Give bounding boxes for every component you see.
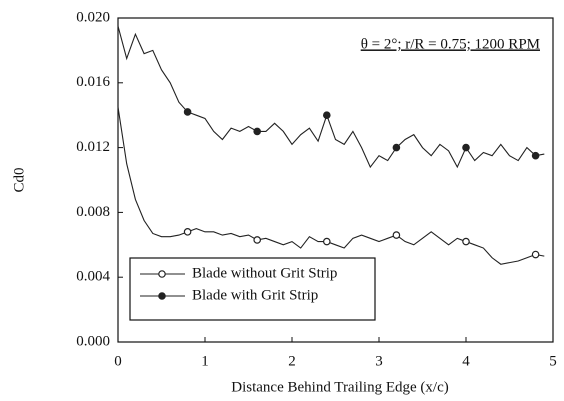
point-marker	[392, 143, 401, 152]
x-tick-label: 4	[462, 353, 470, 369]
point-marker	[322, 237, 331, 246]
point-marker	[158, 270, 166, 278]
plot-frame	[117, 17, 554, 343]
y-tick-label: 0.004	[76, 269, 110, 285]
y-tick-label: 0.012	[76, 139, 110, 155]
legend-box	[129, 257, 376, 321]
annotation: θ = 2°; r/R = 0.75; 1200 RPM	[361, 36, 540, 52]
point-marker	[322, 111, 331, 120]
point-marker	[183, 228, 192, 236]
x-tick-label: 2	[288, 353, 296, 369]
point-marker	[462, 143, 470, 152]
y-tick-label: 0.008	[76, 204, 110, 220]
y-tick-label: 0.020	[76, 9, 110, 25]
point-marker	[462, 237, 470, 246]
series-line	[117, 107, 545, 265]
y-tick-label: 0.000	[76, 333, 110, 349]
x-tick-label: 5	[549, 353, 557, 369]
legend-label: Blade without Grit Strip	[192, 265, 337, 281]
point-marker	[183, 108, 192, 116]
y-tick-label: 0.016	[76, 74, 110, 90]
point-marker	[531, 151, 540, 160]
x-axis-label: Distance Behind Trailing Edge (x/c)	[231, 379, 448, 395]
point-marker	[253, 127, 262, 136]
point-marker	[531, 250, 540, 259]
x-tick-label: 0	[114, 353, 122, 369]
point-marker	[253, 236, 262, 244]
legend-label: Blade with Grit Strip	[192, 287, 318, 303]
x-tick-label: 3	[375, 353, 383, 369]
point-marker	[392, 231, 401, 239]
point-marker	[158, 292, 166, 300]
y-axis-label: Cd0	[11, 167, 27, 192]
x-tick-label: 1	[201, 353, 209, 369]
